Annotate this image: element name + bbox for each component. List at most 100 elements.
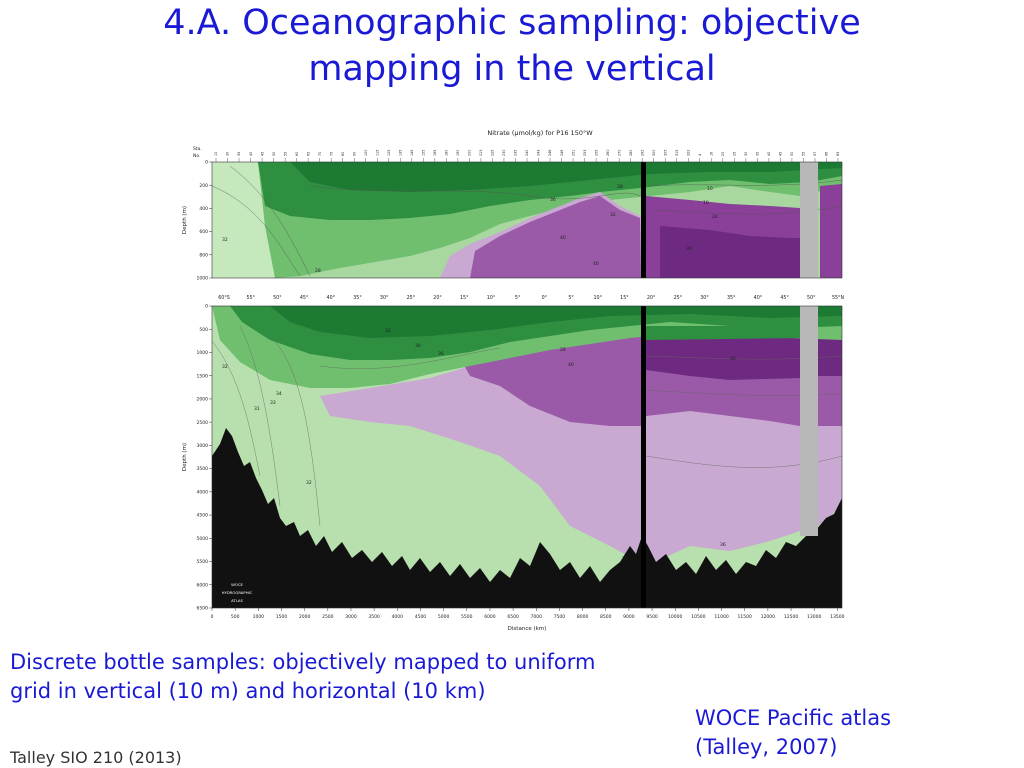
station-number-label-item: 322 — [686, 150, 690, 156]
upper-grey-gap — [800, 162, 818, 278]
lower-contour-label: 34 — [276, 391, 282, 397]
latitude-tick-label: 5° — [568, 295, 573, 301]
lower-panel-frame — [211, 305, 843, 609]
upper-depth-tick-label: 800 — [199, 252, 208, 258]
station-number-label-item: 10 — [214, 152, 218, 156]
latitude-tick-label: 45° — [300, 295, 309, 301]
distance-tick-label: 6000 — [484, 614, 496, 620]
station-number-label-item: 40 — [249, 152, 253, 156]
lower-contour-3 — [269, 335, 321, 527]
distance-tick-label: 13000 — [807, 614, 821, 620]
lower-depth-ticks: 0 500 1000 1500 2000 2500 3000 3500 4000 4500 5000… — [197, 304, 212, 612]
distance-tick-label: 3500 — [368, 614, 380, 620]
upper-depth-tick-label: 600 — [199, 229, 208, 235]
lower-depth-tick-label: 500 — [199, 327, 208, 333]
lower-depth-tick-label: 3000 — [197, 443, 209, 449]
distance-tick-label: 9000 — [623, 614, 635, 620]
distance-tick-label: 8000 — [577, 614, 589, 620]
latitude-tick-label: 0° — [542, 295, 547, 301]
upper-panel: 32 28 36 40 40 32 28 10 10 24 36 Depth (… — [182, 160, 843, 282]
latitude-tick-label: 40° — [327, 295, 336, 301]
station-number-label-item: 270 — [617, 150, 621, 156]
station-number-label-item: 215 — [479, 150, 483, 156]
station-number-label-item: 66 — [825, 152, 829, 156]
station-number-label-item: 55 — [802, 152, 806, 156]
latitude-tick-label: 45° — [780, 295, 789, 301]
station-number-label-item: 75 — [329, 152, 333, 156]
latitude-tick-label: 55°N — [832, 295, 845, 301]
station-number-label-item: 100 — [364, 150, 368, 156]
latitude-tick-label: 25° — [674, 295, 683, 301]
station-number-label-item: 251 — [571, 150, 575, 156]
distance-tick-label: 11000 — [714, 614, 728, 620]
station-number-label-item: 145 — [410, 150, 414, 156]
lower-deep-purple — [646, 336, 800, 380]
station-number-label-item: 30 — [744, 152, 748, 156]
distance-tick-label: 13500 — [830, 614, 844, 620]
station-number-label-item: 90 — [352, 152, 356, 156]
distance-tick-label: 12500 — [784, 614, 798, 620]
upper-depth-tick-label: 0 — [205, 160, 208, 166]
station-number-label-item: 180 — [445, 150, 449, 156]
latitude-tick-label: 50° — [273, 295, 282, 301]
lower-depth-tick-label: 5500 — [197, 559, 209, 565]
upper-deep-purple-region — [660, 226, 800, 278]
upper-contour-label: 40 — [560, 235, 566, 241]
station-number-label-item: 249 — [560, 150, 564, 156]
nitrate-section-figure: Nitrate (µmol/kg) for P16 150°W Sta. No.… — [170, 126, 860, 636]
upper-depth-tick-label: 400 — [199, 206, 208, 212]
station-number-label-item: 260 — [606, 150, 610, 156]
distance-tick-label: 10000 — [668, 614, 682, 620]
upper-contour-label: 24 — [712, 214, 718, 220]
station-number-label: No. — [193, 153, 200, 159]
latitude-tick-label: 35° — [353, 295, 362, 301]
upper-contour-label: 28 — [315, 268, 321, 274]
lower-contour-label: 32 — [222, 364, 228, 370]
upper-darkest-green-surface — [290, 162, 842, 192]
latitude-tick-label: 60°S — [218, 295, 230, 301]
lower-green-strip-right — [646, 326, 800, 340]
lower-panel: 60°S 55° 50° 45° 40° 35° 30° 25° 20° 15° 10° 5° 0° 5°… — [182, 295, 845, 632]
station-number-label-item: 155 — [422, 150, 426, 156]
lower-seafloor-bathymetry — [212, 428, 842, 608]
lower-depth-tick-label: 4000 — [197, 489, 209, 495]
upper-contour-label: 36 — [686, 246, 692, 252]
latitude-tick-label: 10° — [593, 295, 602, 301]
distance-tick-label: 8500 — [600, 614, 612, 620]
station-number-label-item: 125 — [387, 150, 391, 156]
station-number-label-item: 4 — [698, 154, 702, 156]
station-number-label-item: 45 — [260, 152, 264, 156]
lower-contour-label: 31 — [254, 406, 260, 412]
station-number-label-item: 230 — [502, 150, 506, 156]
station-number-label-item: 253 — [583, 150, 587, 156]
upper-depth-ticks: 0 200 400 600 800 1000 — [197, 160, 212, 282]
upper-contour-label: 10 — [707, 186, 713, 192]
lower-contour-1 — [211, 340, 261, 477]
distance-tick-label: 500 — [231, 614, 240, 620]
latitude-tick-label: 30° — [700, 295, 709, 301]
station-number-label-item: 25 — [733, 152, 737, 156]
lower-depth-tick-label: 5000 — [197, 536, 209, 542]
station-number-label-item: 57 — [813, 152, 817, 156]
distance-tick-label: 5500 — [461, 614, 473, 620]
lower-contour-label: 30 — [415, 343, 421, 349]
station-number-label-item: 16 — [709, 152, 713, 156]
upper-contour-label: 28 — [617, 184, 623, 190]
latitude-ticks: 60°S 55° 50° 45° 40° 35° 30° 25° 20° 15° 10° 5° 0° 5°… — [218, 295, 844, 301]
latitude-tick-label: 15° — [620, 295, 629, 301]
station-number-label-item: 225 — [491, 150, 495, 156]
station-number-label-item: 255 — [594, 150, 598, 156]
caption-line-2: grid in vertical (10 m) and horizontal (… — [10, 679, 486, 703]
station-number-label-item: 315 — [675, 150, 679, 156]
latitude-tick-label: 55° — [246, 295, 255, 301]
upper-contour-label: 36 — [550, 197, 556, 203]
woce-logo-line-3: ATLAS — [231, 598, 243, 603]
latitude-tick-label: 50° — [807, 295, 816, 301]
lower-depth-axis-label: Depth (m) — [182, 443, 188, 471]
upper-depth-tick-label: 1000 — [197, 276, 209, 282]
upper-depth-axis-label: Depth (m) — [182, 206, 188, 234]
lower-contour-label: 28 — [560, 347, 566, 353]
nitrate-section-svg: Nitrate (µmol/kg) for P16 150°W Sta. No.… — [182, 129, 845, 632]
upper-contour-label: 32 — [610, 212, 616, 218]
station-number-label-item: 30 — [226, 152, 230, 156]
